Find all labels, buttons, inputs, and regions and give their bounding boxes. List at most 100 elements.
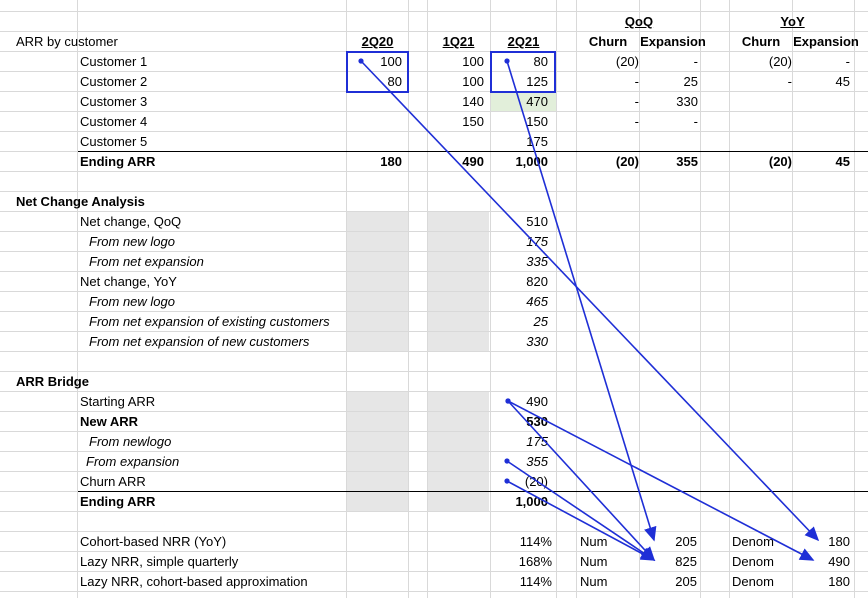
shaded-block-2q20-bridge — [347, 392, 408, 512]
net-change-value[interactable]: 25 — [533, 314, 548, 329]
bridge-label[interactable]: Churn ARR — [80, 474, 146, 489]
nrr-percent[interactable]: 114% — [519, 534, 552, 549]
header-qoq-churn[interactable]: Churn — [588, 34, 628, 49]
header-1q21[interactable]: 1Q21 — [442, 34, 475, 49]
nrr-denom-value[interactable]: 490 — [828, 554, 850, 569]
bridge-label[interactable]: New ARR — [80, 414, 139, 429]
net-change-value[interactable]: 175 — [526, 234, 548, 249]
selection-box-2q21-customers[interactable] — [490, 51, 556, 93]
cell-2q21[interactable]: 80 — [533, 54, 548, 69]
nrr-num-value[interactable]: 825 — [675, 554, 697, 569]
cell-qoq-expansion[interactable]: 25 — [683, 74, 698, 89]
header-qoq[interactable]: QoQ — [624, 14, 654, 29]
net-change-value[interactable]: 465 — [526, 294, 548, 309]
cell-qoq-expansion[interactable]: - — [693, 114, 698, 129]
nrr-percent[interactable]: 114% — [519, 574, 552, 589]
cell-1q21[interactable]: 100 — [462, 74, 484, 89]
header-yoy-expansion[interactable]: Expansion — [793, 34, 859, 49]
gridline — [639, 0, 640, 598]
nrr-label[interactable]: Cohort-based NRR (YoY) — [80, 534, 227, 549]
cell-1q21[interactable]: 140 — [462, 94, 484, 109]
net-change-value[interactable]: 335 — [526, 254, 548, 269]
bridge-label[interactable]: Ending ARR — [80, 494, 156, 509]
header-2q21[interactable]: 2Q21 — [507, 34, 540, 49]
bridge-value[interactable]: 1,000 — [515, 494, 548, 509]
gridline — [0, 531, 868, 532]
cell-2q21[interactable]: 125 — [526, 74, 548, 89]
nrr-percent[interactable]: 168% — [518, 554, 552, 569]
customer-name[interactable]: Customer 5 — [80, 134, 148, 149]
net-change-value[interactable]: 330 — [526, 334, 548, 349]
ending-arr-1q21[interactable]: 490 — [462, 154, 484, 169]
nrr-denom-label[interactable]: Denom — [732, 554, 774, 569]
ending-arr-2q20[interactable]: 180 — [380, 154, 402, 169]
net-change-label[interactable]: From new logo — [89, 294, 175, 309]
trace-arrow-2q21-to-num — [506, 60, 657, 542]
header-yoy[interactable]: YoY — [780, 14, 805, 29]
bridge-value[interactable]: 530 — [526, 414, 548, 429]
gridline — [0, 131, 868, 132]
ending-arr-yoy-expansion[interactable]: 45 — [835, 154, 850, 169]
cell-qoq-expansion[interactable]: - — [693, 54, 698, 69]
nrr-denom-value[interactable]: 180 — [828, 574, 850, 589]
cell-yoy-expansion[interactable]: - — [845, 54, 850, 69]
cell-2q21[interactable]: 470 — [526, 94, 548, 109]
header-2q20[interactable]: 2Q20 — [361, 34, 394, 49]
ending-arr-yoy-churn[interactable]: (20) — [768, 154, 792, 169]
cell-2q21[interactable]: 150 — [526, 114, 548, 129]
section-title-arr-bridge[interactable]: ARR Bridge — [16, 374, 89, 389]
cell-yoy-churn[interactable]: - — [787, 74, 792, 89]
net-change-label[interactable]: Net change, YoY — [80, 274, 177, 289]
nrr-num-value[interactable]: 205 — [675, 574, 697, 589]
net-change-label[interactable]: From new logo — [89, 234, 175, 249]
customer-name[interactable]: Customer 3 — [80, 94, 148, 109]
nrr-num-label[interactable]: Num — [580, 554, 608, 569]
bridge-label[interactable]: From expansion — [86, 454, 180, 469]
net-change-label[interactable]: From net expansion — [89, 254, 204, 269]
nrr-denom-label[interactable]: Denom — [732, 574, 774, 589]
bridge-label[interactable]: From newlogo — [89, 434, 172, 449]
cell-1q21[interactable]: 100 — [462, 54, 484, 69]
nrr-label[interactable]: Lazy NRR, cohort-based approximation — [80, 574, 308, 589]
header-qoq-expansion[interactable]: Expansion — [640, 34, 706, 49]
customer-name[interactable]: Customer 1 — [80, 54, 148, 69]
net-change-value[interactable]: 820 — [526, 274, 548, 289]
ending-arr-qoq-expansion[interactable]: 355 — [676, 154, 698, 169]
cell-yoy-churn[interactable]: (20) — [768, 54, 792, 69]
net-change-label[interactable]: Net change, QoQ — [80, 214, 182, 229]
net-change-label[interactable]: From net expansion of new customers — [89, 334, 310, 349]
ending-arr-qoq-churn[interactable]: (20) — [615, 154, 639, 169]
cell-yoy-expansion[interactable]: 45 — [835, 74, 850, 89]
gridline — [0, 451, 868, 452]
cell-qoq-churn[interactable]: - — [634, 94, 639, 109]
ending-arr-label[interactable]: Ending ARR — [80, 154, 156, 169]
selection-box-2q20-customers[interactable] — [346, 51, 409, 93]
nrr-label[interactable]: Lazy NRR, simple quarterly — [80, 554, 239, 569]
bridge-label[interactable]: Starting ARR — [80, 394, 156, 409]
nrr-denom-value[interactable]: 180 — [828, 534, 850, 549]
nrr-num-label[interactable]: Num — [580, 534, 608, 549]
nrr-denom-label[interactable]: Denom — [732, 534, 774, 549]
cell-qoq-churn[interactable]: - — [634, 74, 639, 89]
cell-2q20[interactable]: 100 — [380, 54, 402, 69]
ending-arr-top-border — [78, 151, 868, 152]
customer-name[interactable]: Customer 2 — [80, 74, 148, 89]
net-change-label[interactable]: From net expansion of existing customers — [89, 314, 330, 329]
nrr-num-label[interactable]: Num — [580, 574, 608, 589]
ending-arr-2q21[interactable]: 1,000 — [515, 154, 548, 169]
bridge-value[interactable]: 355 — [526, 454, 548, 469]
customer-name[interactable]: Customer 4 — [80, 114, 148, 129]
cell-qoq-churn[interactable]: (20) — [615, 54, 639, 69]
cell-1q21[interactable]: 150 — [462, 114, 484, 129]
section-title-arr-by-customer[interactable]: ARR by customer — [16, 34, 118, 49]
cell-2q21[interactable]: 175 — [526, 134, 548, 149]
header-yoy-churn[interactable]: Churn — [741, 34, 781, 49]
cell-qoq-churn[interactable]: - — [634, 114, 639, 129]
net-change-value[interactable]: 510 — [526, 214, 548, 229]
cell-2q20[interactable]: 80 — [387, 74, 402, 89]
cell-qoq-expansion[interactable]: 330 — [676, 94, 698, 109]
bridge-value[interactable]: 490 — [526, 394, 548, 409]
section-title-net-change[interactable]: Net Change Analysis — [16, 194, 145, 209]
nrr-num-value[interactable]: 205 — [675, 534, 697, 549]
